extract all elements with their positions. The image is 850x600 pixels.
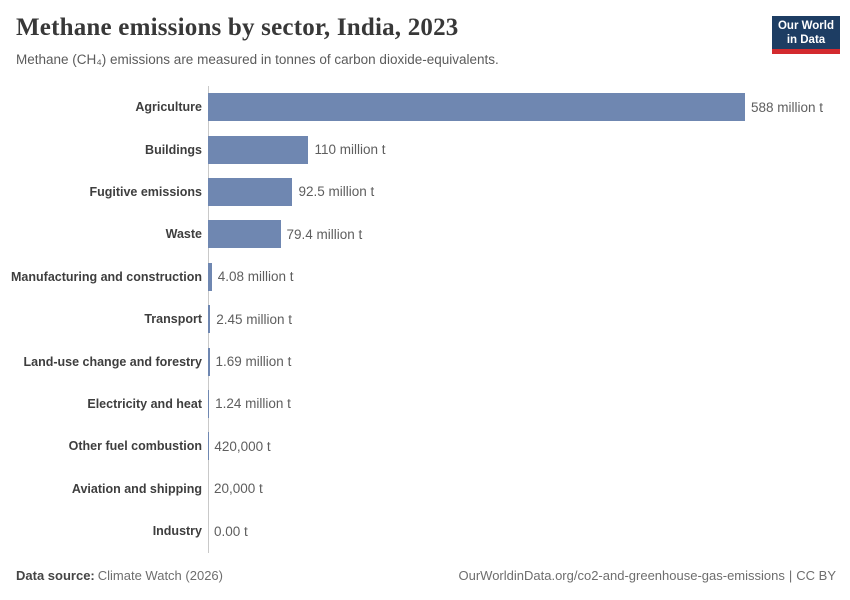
value-label: 420,000 t [214,438,271,454]
category-label: Other fuel combustion [68,439,202,454]
bar-rows: Agriculture 588 million t Buildings 110 … [0,86,850,552]
attribution-separator: | [788,568,793,583]
chart-row: Manufacturing and construction 4.08 mill… [0,256,850,298]
bar-track: 1.24 million t [208,389,850,418]
chart-row: Fugitive emissions 92.5 million t [0,171,850,213]
bar-track: 4.08 million t [208,262,850,291]
chart-subtitle: Methane (CH₄) emissions are measured in … [16,52,499,67]
owid-logo-line1: Our World [777,20,834,32]
category-label: Buildings [145,142,202,157]
value-label: 20,000 t [214,481,263,497]
chart-row: Agriculture 588 million t [0,86,850,128]
owid-logo-line2: in Data [786,34,826,46]
data-source-label: Data source: [16,568,95,583]
category-label: Agriculture [135,100,202,115]
value-label: 79.4 million t [286,226,363,242]
bar[interactable] [208,93,745,122]
bar-track: 420,000 t [208,432,850,461]
category-label: Transport [144,312,202,327]
value-label: 1.69 million t [215,354,292,370]
attribution: OurWorldinData.org/co2-and-greenhouse-ga… [459,568,837,583]
bar[interactable] [208,305,211,334]
page-title: Methane emissions by sector, India, 2023 [16,14,459,41]
value-label: 110 million t [314,142,386,158]
bar[interactable] [208,347,210,376]
data-source-value: Climate Watch (2026) [97,568,223,583]
value-label: 1.24 million t [215,396,291,412]
category-label: Waste [165,227,202,242]
value-label: 92.5 million t [298,184,375,200]
category-label: Electricity and heat [87,396,202,411]
value-label: 588 million t [751,99,824,115]
bar-track: 92.5 million t [208,177,850,206]
bar[interactable] [208,389,210,418]
bar-chart: Agriculture 588 million t Buildings 110 … [0,86,850,553]
category-label: Manufacturing and construction [11,269,202,284]
owid-logo-accent-bar [772,49,840,54]
bar-track: 0.00 t [208,517,850,545]
chart-row: Aviation and shipping 20,000 t [0,468,850,510]
bar-track: 20,000 t [208,474,850,503]
value-label: 4.08 million t [217,269,294,285]
owid-url-link[interactable]: OurWorldinData.org/co2-and-greenhouse-ga… [458,568,785,583]
owid-logo[interactable]: Our World in Data [772,16,840,54]
bar[interactable] [208,177,293,206]
category-label: Land-use change and forestry [23,354,202,369]
chart-footer: Data source: Climate Watch (2026) OurWorl… [16,568,836,583]
chart-row: Industry 0.00 t [0,510,850,552]
value-label: 0.00 t [214,523,248,539]
chart-row: Other fuel combustion 420,000 t [0,425,850,467]
data-source: Data source: Climate Watch (2026) [16,568,223,583]
chart-row: Land-use change and forestry 1.69 millio… [0,340,850,382]
bar[interactable] [208,135,309,164]
chart-row: Transport 2.45 million t [0,298,850,340]
chart-row: Waste 79.4 million t [0,213,850,255]
bar-track: 2.45 million t [208,305,850,334]
value-label: 2.45 million t [216,311,293,327]
bar-track: 79.4 million t [208,220,850,249]
bar[interactable] [208,220,281,249]
license-label: CC BY [796,568,836,583]
bar[interactable] [208,262,212,291]
bar-track: 588 million t [208,93,850,122]
category-label: Industry [152,524,202,539]
category-label: Fugitive emissions [89,184,202,199]
chart-row: Electricity and heat 1.24 million t [0,383,850,425]
category-label: Aviation and shipping [71,481,202,496]
bar-track: 110 million t [208,135,850,164]
chart-row: Buildings 110 million t [0,128,850,170]
bar-track: 1.69 million t [208,347,850,376]
owid-logo-box: Our World in Data [772,16,840,49]
